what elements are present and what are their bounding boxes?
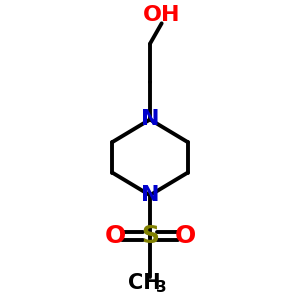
Text: 3: 3: [156, 280, 167, 295]
Text: CH: CH: [128, 273, 161, 293]
Text: OH: OH: [143, 4, 180, 25]
Text: O: O: [174, 224, 196, 248]
Text: N: N: [141, 185, 159, 205]
Text: N: N: [141, 110, 159, 130]
Text: O: O: [104, 224, 126, 248]
Text: S: S: [141, 224, 159, 248]
